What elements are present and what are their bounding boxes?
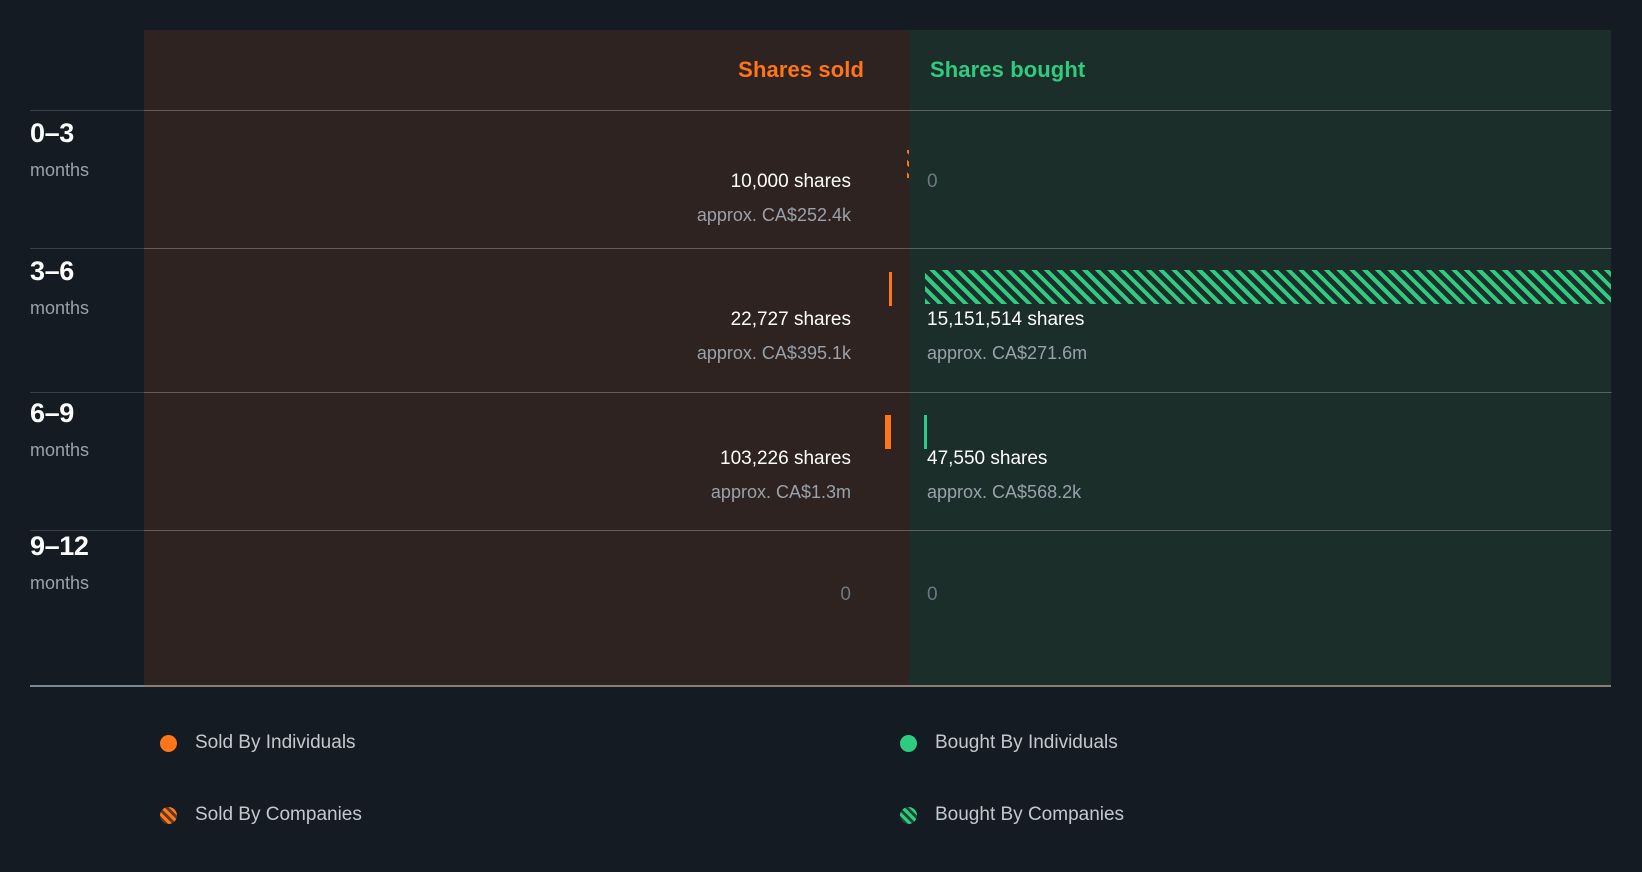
sold-shares-value: 22,727 shares: [730, 309, 851, 330]
bought-shares-value: 47,550 shares: [927, 448, 1048, 469]
bought-values-6-9: 47,550 shares approx. CA$568.2k: [909, 449, 1611, 501]
row-separator-panel: [144, 530, 1611, 531]
legend-item-bought-by-companies[interactable]: Bought By Companies: [900, 804, 1124, 826]
sold-column-panel: [144, 30, 909, 685]
row-separator: [30, 110, 1612, 111]
circle-hatched-green-icon: [900, 806, 917, 824]
bought-values-3-6: 15,151,514 shares approx. CA$271.6m: [909, 310, 1611, 362]
bought-shares-value: 0: [927, 171, 938, 192]
circle-hatched-orange-icon: [160, 806, 177, 824]
sold-shares-value: 0: [840, 584, 851, 605]
bar-sold-companies-0-3: [907, 150, 909, 178]
axis-line-left: [30, 685, 144, 687]
sold-approx-value: approx. CA$1.3m: [710, 482, 851, 502]
row-label-0-3: 0–3 months: [30, 118, 140, 180]
row-label-3-6: 3–6 months: [30, 256, 140, 318]
shares-sold-header: Shares sold: [738, 57, 864, 82]
legend-label: Sold By Individuals: [195, 732, 356, 753]
row-separator: [30, 248, 1612, 249]
bar-bought-individuals-6-9: [924, 415, 927, 449]
row-separator-panel: [144, 110, 1611, 111]
row-separator: [30, 530, 1612, 531]
legend-item-sold-by-companies[interactable]: Sold By Companies: [160, 804, 362, 826]
chart-header: Shares sold Shares bought: [144, 30, 1611, 110]
bought-values-0-3: 0: [909, 172, 1611, 191]
sold-approx-value: approx. CA$395.1k: [696, 343, 851, 363]
row-unit-label: months: [30, 440, 90, 460]
row-range-label: 6–9: [30, 398, 74, 428]
sold-values-0-3: 10,000 shares approx. CA$252.4k: [144, 172, 909, 224]
legend-label: Bought By Companies: [935, 804, 1125, 825]
circle-solid-green-icon: [900, 734, 917, 752]
sold-values-6-9: 103,226 shares approx. CA$1.3m: [144, 449, 909, 501]
bought-values-9-12: 0: [909, 585, 1611, 604]
row-unit-label: months: [30, 298, 90, 318]
legend-item-bought-by-individuals[interactable]: Bought By Individuals: [900, 732, 1118, 754]
row-separator: [30, 392, 1612, 393]
row-range-label: 3–6: [30, 256, 74, 286]
shares-bought-header: Shares bought: [930, 57, 1086, 82]
sold-shares-value: 10,000 shares: [730, 171, 851, 192]
bar-sold-individuals-3-6: [889, 272, 892, 306]
axis-line-panel: [144, 685, 1611, 687]
bought-shares-value: 15,151,514 shares: [927, 309, 1085, 330]
sold-values-3-6: 22,727 shares approx. CA$395.1k: [144, 310, 909, 362]
sold-approx-value: approx. CA$252.4k: [696, 205, 851, 225]
row-unit-label: months: [30, 573, 90, 593]
chart-legend: Sold By Individuals Bought By Individual…: [0, 700, 1642, 872]
bar-bought-companies-3-6: [925, 270, 1611, 304]
row-separator-panel: [144, 248, 1611, 249]
row-unit-label: months: [30, 160, 90, 180]
bought-approx-value: approx. CA$271.6m: [927, 343, 1088, 363]
legend-item-sold-by-individuals[interactable]: Sold By Individuals: [160, 732, 356, 754]
row-label-6-9: 6–9 months: [30, 398, 140, 460]
bought-approx-value: approx. CA$568.2k: [927, 482, 1082, 502]
legend-label: Sold By Companies: [195, 804, 362, 825]
sold-values-9-12: 0: [144, 585, 909, 604]
row-range-label: 9–12: [30, 531, 89, 561]
row-range-label: 0–3: [30, 118, 74, 148]
bar-sold-individuals-6-9: [885, 415, 891, 449]
bought-column-panel: [909, 30, 1611, 685]
sold-shares-value: 103,226 shares: [720, 448, 851, 469]
row-separator-panel: [144, 392, 1611, 393]
circle-solid-orange-icon: [160, 734, 177, 752]
row-label-9-12: 9–12 months: [30, 531, 140, 593]
legend-label: Bought By Individuals: [935, 732, 1118, 753]
bought-shares-value: 0: [927, 584, 938, 605]
